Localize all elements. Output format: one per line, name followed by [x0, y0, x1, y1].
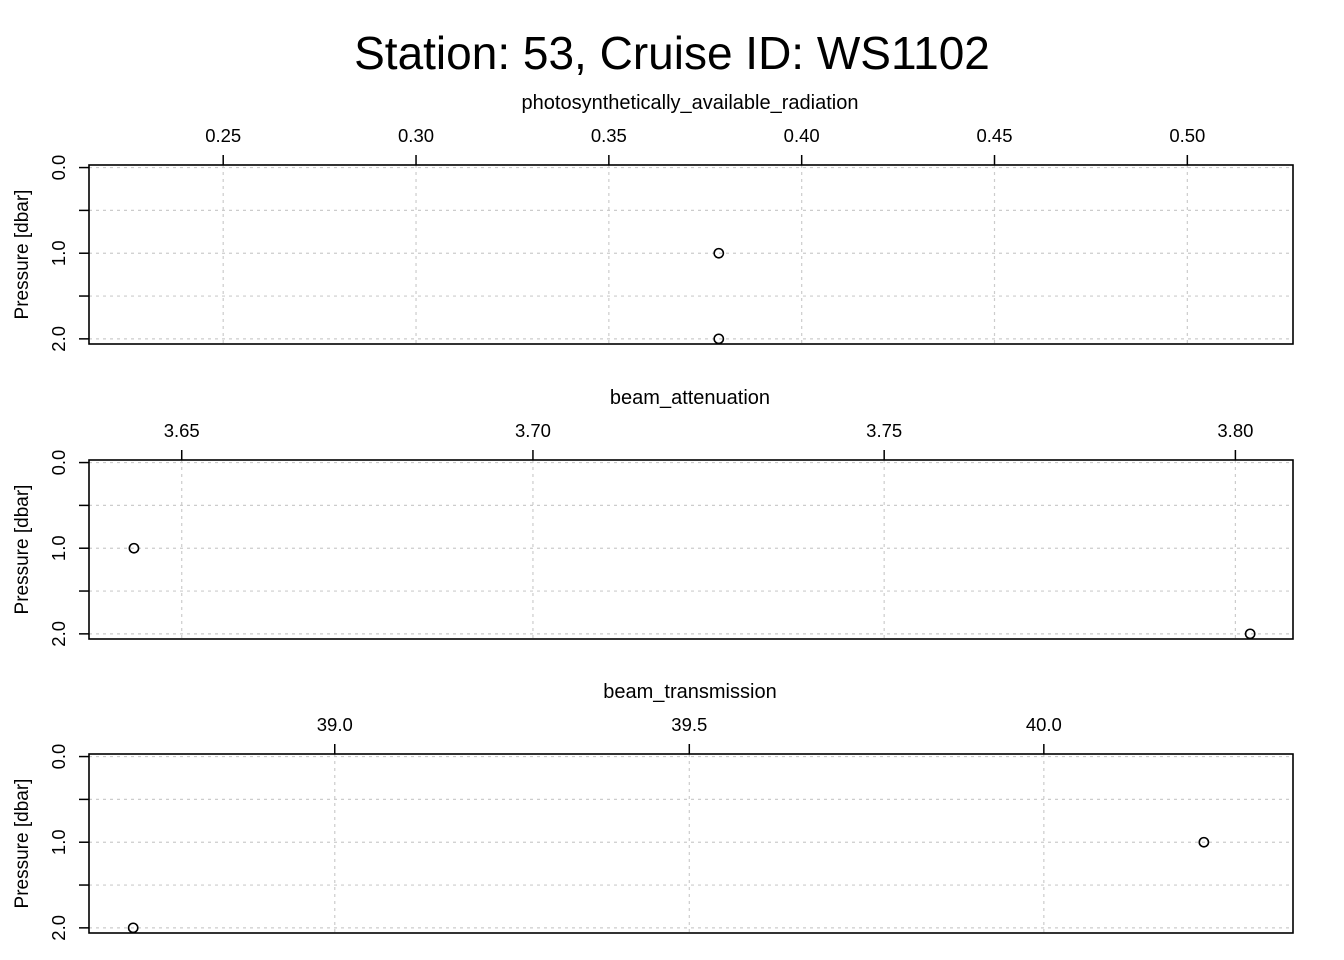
profile-panels: 0.25 0.30 0.35 0.40 0.45 0.50 0.0 1.0 2.0 Pressur…	[12, 92, 1294, 941]
panel-title: photosynthetically_available_radiation	[522, 92, 859, 114]
plot-frame	[88, 459, 1294, 640]
y-tick-label: 2.0	[48, 915, 69, 941]
y-tick-label: 0.0	[48, 155, 69, 181]
data-point	[1198, 836, 1210, 848]
data-point	[1244, 628, 1256, 640]
y-axis-label: Pressure [dbar]	[12, 779, 33, 909]
plot-frame	[88, 164, 1294, 345]
x-tick-label: 3.70	[515, 420, 551, 441]
x-tick-label: 0.30	[398, 125, 434, 146]
x-tick-label: 3.80	[1217, 420, 1253, 441]
x-tick-label: 3.75	[866, 420, 902, 441]
x-tick-label: 0.40	[784, 125, 820, 146]
x-tick-label: 3.65	[164, 420, 200, 441]
panel-2: 3.65 3.70 3.75 3.80 0.0 1.0 2.0 Pressure [dbar]…	[12, 387, 1294, 647]
y-tick-label: 1.0	[48, 240, 69, 266]
y-tick-label: 1.0	[48, 829, 69, 855]
y-tick-label: 2.0	[48, 326, 69, 352]
y-tick-label: 0.0	[48, 744, 69, 770]
data-point	[128, 542, 140, 554]
data-point	[127, 922, 139, 934]
grid	[89, 460, 1293, 639]
y-axis-label: Pressure [dbar]	[12, 190, 33, 320]
panel-title: beam_transmission	[603, 681, 776, 703]
x-tick-label: 39.0	[317, 714, 353, 735]
grid	[89, 165, 1293, 344]
data-point	[713, 333, 725, 345]
plot-frame	[88, 753, 1294, 934]
figure-title: Station: 53, Cruise ID: WS1102	[354, 27, 990, 79]
panel-1: 0.25 0.30 0.35 0.40 0.45 0.50 0.0 1.0 2.0 Pressur…	[12, 92, 1294, 352]
x-tick-label: 0.25	[205, 125, 241, 146]
x-tick-label: 0.50	[1169, 125, 1205, 146]
panel-title: beam_attenuation	[610, 387, 770, 409]
y-tick-label: 0.0	[48, 450, 69, 476]
x-tick-label: 40.0	[1026, 714, 1062, 735]
y-tick-label: 2.0	[48, 621, 69, 647]
panel-3: 39.0 39.5 40.0 0.0 1.0 2.0 Pressure [dbar] beam…	[12, 681, 1294, 941]
x-tick-label: 0.35	[591, 125, 627, 146]
x-tick-label: 39.5	[671, 714, 707, 735]
data-point	[713, 247, 725, 259]
grid	[89, 754, 1293, 933]
x-tick-label: 0.45	[976, 125, 1012, 146]
y-tick-label: 1.0	[48, 535, 69, 561]
y-axis-label: Pressure [dbar]	[12, 485, 33, 615]
